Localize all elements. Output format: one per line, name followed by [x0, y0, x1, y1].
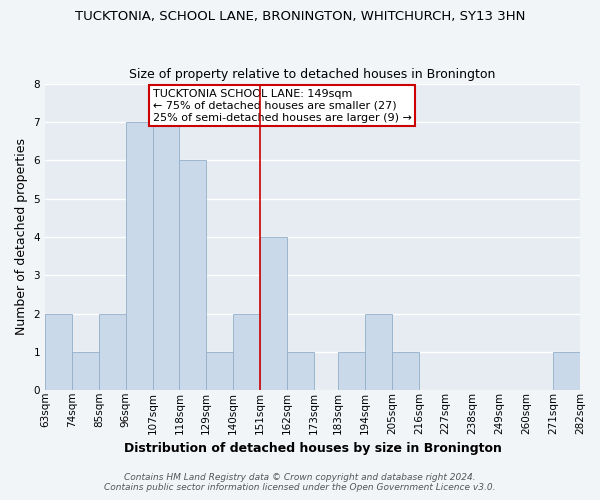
- Bar: [338, 352, 365, 390]
- Bar: [260, 237, 287, 390]
- Bar: [287, 352, 314, 390]
- Text: Contains HM Land Registry data © Crown copyright and database right 2024.
Contai: Contains HM Land Registry data © Crown c…: [104, 473, 496, 492]
- Bar: [72, 352, 99, 390]
- Title: Size of property relative to detached houses in Bronington: Size of property relative to detached ho…: [130, 68, 496, 81]
- Bar: [179, 160, 206, 390]
- Bar: [392, 352, 419, 390]
- Bar: [206, 352, 233, 390]
- Bar: [365, 314, 392, 390]
- Text: TUCKTONIA, SCHOOL LANE, BRONINGTON, WHITCHURCH, SY13 3HN: TUCKTONIA, SCHOOL LANE, BRONINGTON, WHIT…: [75, 10, 525, 23]
- Bar: [233, 314, 260, 390]
- Bar: [125, 122, 152, 390]
- Text: TUCKTONIA SCHOOL LANE: 149sqm
← 75% of detached houses are smaller (27)
25% of s: TUCKTONIA SCHOOL LANE: 149sqm ← 75% of d…: [152, 90, 412, 122]
- Bar: [152, 122, 179, 390]
- X-axis label: Distribution of detached houses by size in Bronington: Distribution of detached houses by size …: [124, 442, 502, 455]
- Bar: [553, 352, 580, 390]
- Y-axis label: Number of detached properties: Number of detached properties: [15, 138, 28, 336]
- Bar: [45, 314, 72, 390]
- Bar: [99, 314, 125, 390]
